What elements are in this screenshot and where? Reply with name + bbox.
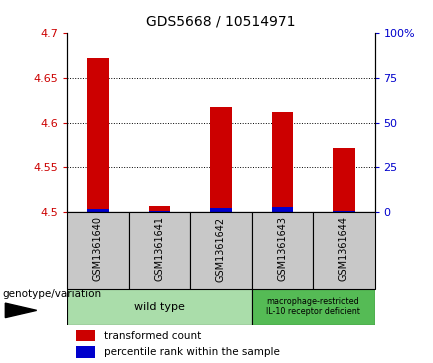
Text: transformed count: transformed count <box>104 331 201 341</box>
Bar <box>313 212 375 289</box>
Text: GSM1361642: GSM1361642 <box>216 216 226 282</box>
Bar <box>87 58 109 212</box>
Bar <box>67 212 129 289</box>
Text: genotype/variation: genotype/variation <box>2 289 101 299</box>
Bar <box>333 148 355 212</box>
Bar <box>76 346 95 358</box>
Text: GSM1361640: GSM1361640 <box>93 216 103 281</box>
Bar <box>210 107 232 212</box>
Text: GSM1361641: GSM1361641 <box>154 216 165 281</box>
Text: GSM1361644: GSM1361644 <box>339 216 349 281</box>
Bar <box>271 112 293 212</box>
Text: percentile rank within the sample: percentile rank within the sample <box>104 347 280 357</box>
Text: macrophage-restricted
IL-10 receptor deficient: macrophage-restricted IL-10 receptor def… <box>266 297 360 317</box>
Bar <box>333 211 355 212</box>
Bar <box>190 212 252 289</box>
Bar <box>271 207 293 212</box>
Bar <box>67 289 252 325</box>
Bar <box>87 209 109 212</box>
Bar <box>129 212 190 289</box>
Polygon shape <box>5 303 37 318</box>
Bar <box>149 206 170 212</box>
Bar <box>149 211 170 212</box>
Text: wild type: wild type <box>134 302 185 312</box>
Bar <box>252 212 313 289</box>
Bar <box>76 330 95 341</box>
Text: GSM1361643: GSM1361643 <box>277 216 288 281</box>
Bar <box>210 208 232 212</box>
Title: GDS5668 / 10514971: GDS5668 / 10514971 <box>146 15 296 29</box>
Bar <box>252 289 375 325</box>
